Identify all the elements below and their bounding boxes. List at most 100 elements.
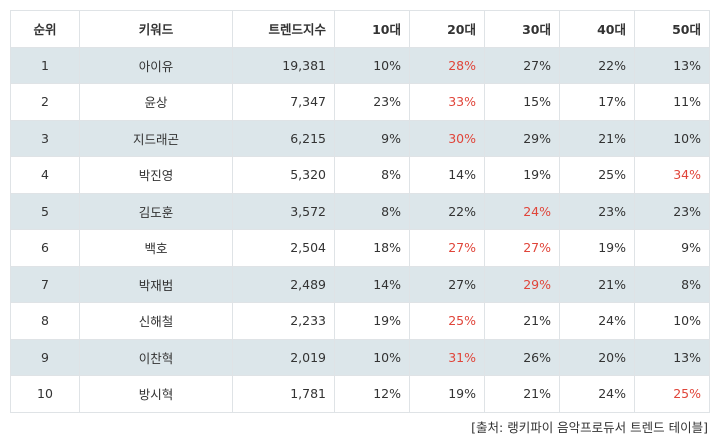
keyword-cell: 지드래곤	[79, 119, 233, 157]
age-50s-cell: 25%	[634, 375, 710, 413]
rank-cell: 4	[10, 156, 80, 194]
age-20s-cell: 33%	[409, 83, 485, 121]
age-20s-cell: 28%	[409, 46, 485, 84]
keyword-cell: 윤상	[79, 83, 233, 121]
age-10s-cell: 23%	[334, 83, 410, 121]
age-20s-cell: 14%	[409, 156, 485, 194]
table-row: 10 방시혁 1,781 12% 19% 21% 24% 25%	[10, 375, 710, 413]
age-30s-cell: 29%	[484, 265, 560, 303]
age-50s-cell: 8%	[634, 265, 710, 303]
age-40s-cell: 25%	[559, 156, 635, 194]
keyword-cell: 박진영	[79, 156, 233, 194]
header-age-40s: 40대	[559, 10, 635, 48]
age-50s-cell: 13%	[634, 338, 710, 376]
keyword-cell: 방시혁	[79, 375, 233, 413]
keyword-cell: 신해철	[79, 302, 233, 340]
rank-cell: 7	[10, 265, 80, 303]
trend-index-cell: 19,381	[232, 46, 335, 84]
age-50s-cell: 9%	[634, 229, 710, 267]
keyword-cell: 아이유	[79, 46, 233, 84]
header-age-50s: 50대	[634, 10, 710, 48]
header-row: 순위 키워드 트렌드지수 10대 20대 30대 40대 50대	[10, 10, 710, 48]
keyword-cell: 김도훈	[79, 192, 233, 230]
table-row: 5 김도훈 3,572 8% 22% 24% 23% 23%	[10, 192, 710, 230]
age-50s-cell: 10%	[634, 302, 710, 340]
table-header: 순위 키워드 트렌드지수 10대 20대 30대 40대 50대	[10, 10, 710, 48]
rank-cell: 5	[10, 192, 80, 230]
table-row: 7 박재범 2,489 14% 27% 29% 21% 8%	[10, 265, 710, 303]
age-30s-cell: 27%	[484, 46, 560, 84]
age-20s-cell: 22%	[409, 192, 485, 230]
rank-cell: 3	[10, 119, 80, 157]
age-30s-cell: 29%	[484, 119, 560, 157]
age-50s-cell: 34%	[634, 156, 710, 194]
age-40s-cell: 23%	[559, 192, 635, 230]
rank-cell: 2	[10, 83, 80, 121]
table-body: 1 아이유 19,381 10% 28% 27% 22% 13% 2 윤상 7,347 23% 33% 1…	[10, 46, 710, 413]
age-30s-cell: 27%	[484, 229, 560, 267]
age-40s-cell: 24%	[559, 302, 635, 340]
header-keyword: 키워드	[79, 10, 233, 48]
age-50s-cell: 10%	[634, 119, 710, 157]
trend-table: 순위 키워드 트렌드지수 10대 20대 30대 40대 50대 1 아이유 19,…	[10, 10, 710, 413]
age-40s-cell: 21%	[559, 119, 635, 157]
age-30s-cell: 26%	[484, 338, 560, 376]
age-10s-cell: 10%	[334, 338, 410, 376]
trend-index-cell: 2,504	[232, 229, 335, 267]
trend-index-cell: 6,215	[232, 119, 335, 157]
age-10s-cell: 14%	[334, 265, 410, 303]
trend-index-cell: 3,572	[232, 192, 335, 230]
trend-index-cell: 5,320	[232, 156, 335, 194]
table-row: 2 윤상 7,347 23% 33% 15% 17% 11%	[10, 83, 710, 121]
age-40s-cell: 17%	[559, 83, 635, 121]
age-10s-cell: 18%	[334, 229, 410, 267]
trend-index-cell: 2,019	[232, 338, 335, 376]
age-10s-cell: 8%	[334, 192, 410, 230]
trend-index-cell: 2,233	[232, 302, 335, 340]
rank-cell: 8	[10, 302, 80, 340]
rank-cell: 1	[10, 46, 80, 84]
rank-cell: 9	[10, 338, 80, 376]
age-10s-cell: 10%	[334, 46, 410, 84]
source-note: [출처: 랭키파이 음악프로듀서 트렌드 테이블]	[471, 420, 708, 435]
age-30s-cell: 21%	[484, 375, 560, 413]
age-10s-cell: 8%	[334, 156, 410, 194]
age-40s-cell: 20%	[559, 338, 635, 376]
table-row: 6 백호 2,504 18% 27% 27% 19% 9%	[10, 229, 710, 267]
header-age-10s: 10대	[334, 10, 410, 48]
age-50s-cell: 23%	[634, 192, 710, 230]
age-10s-cell: 9%	[334, 119, 410, 157]
age-30s-cell: 15%	[484, 83, 560, 121]
keyword-cell: 이찬혁	[79, 338, 233, 376]
age-30s-cell: 21%	[484, 302, 560, 340]
age-40s-cell: 22%	[559, 46, 635, 84]
rank-cell: 6	[10, 229, 80, 267]
trend-index-cell: 2,489	[232, 265, 335, 303]
age-40s-cell: 19%	[559, 229, 635, 267]
age-50s-cell: 11%	[634, 83, 710, 121]
age-10s-cell: 12%	[334, 375, 410, 413]
age-20s-cell: 30%	[409, 119, 485, 157]
table-row: 3 지드래곤 6,215 9% 30% 29% 21% 10%	[10, 119, 710, 157]
trend-index-cell: 1,781	[232, 375, 335, 413]
age-20s-cell: 25%	[409, 302, 485, 340]
table-row: 9 이찬혁 2,019 10% 31% 26% 20% 13%	[10, 338, 710, 376]
age-30s-cell: 24%	[484, 192, 560, 230]
table-row: 4 박진영 5,320 8% 14% 19% 25% 34%	[10, 156, 710, 194]
age-20s-cell: 27%	[409, 229, 485, 267]
age-20s-cell: 19%	[409, 375, 485, 413]
header-trend-index: 트렌드지수	[232, 10, 335, 48]
age-50s-cell: 13%	[634, 46, 710, 84]
table-row: 1 아이유 19,381 10% 28% 27% 22% 13%	[10, 46, 710, 84]
rank-cell: 10	[10, 375, 80, 413]
age-40s-cell: 21%	[559, 265, 635, 303]
keyword-cell: 백호	[79, 229, 233, 267]
header-rank: 순위	[10, 10, 80, 48]
keyword-cell: 박재범	[79, 265, 233, 303]
age-40s-cell: 24%	[559, 375, 635, 413]
age-20s-cell: 31%	[409, 338, 485, 376]
table-row: 8 신해철 2,233 19% 25% 21% 24% 10%	[10, 302, 710, 340]
trend-index-cell: 7,347	[232, 83, 335, 121]
age-10s-cell: 19%	[334, 302, 410, 340]
age-30s-cell: 19%	[484, 156, 560, 194]
